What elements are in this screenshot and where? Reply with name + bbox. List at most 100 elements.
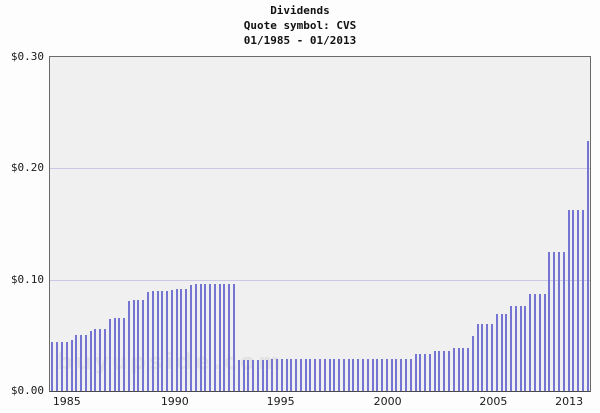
dividend-bar xyxy=(557,251,560,391)
dividend-bar xyxy=(481,324,484,391)
y-axis-tick-label: $0.00 xyxy=(10,384,44,397)
dividend-bar xyxy=(137,299,140,391)
x-axis-tick-label: 1990 xyxy=(160,395,189,408)
dividend-bar xyxy=(185,288,188,391)
chart-title: Dividends xyxy=(270,4,330,17)
dividend-bar xyxy=(194,284,197,391)
dividend-bar xyxy=(371,358,374,391)
dividend-bar xyxy=(428,354,431,391)
dividend-bar xyxy=(333,358,336,391)
dividend-bar xyxy=(65,342,68,391)
dividend-bar xyxy=(180,288,183,391)
dividend-bar xyxy=(237,360,240,391)
dividend-bar xyxy=(108,318,111,391)
dividend-bar xyxy=(80,335,83,391)
dividend-bar xyxy=(161,290,164,391)
dividend-bar xyxy=(385,358,388,391)
dividend-bar xyxy=(132,299,135,391)
dividend-bar xyxy=(577,210,580,391)
dividend-bar xyxy=(99,328,102,391)
dividend-bar xyxy=(424,354,427,391)
dividend-bar xyxy=(328,358,331,391)
dividend-bar xyxy=(70,339,73,391)
dividend-bar xyxy=(529,293,532,391)
dividend-bar xyxy=(534,293,537,391)
dividend-bar xyxy=(189,285,192,391)
dividend-bar xyxy=(553,251,556,391)
dividend-bar xyxy=(548,251,551,391)
dividend-bar xyxy=(495,314,498,391)
dividend-bar xyxy=(352,358,355,391)
dividend-bar xyxy=(452,347,455,391)
dividend-bar xyxy=(223,284,226,391)
dividend-bar xyxy=(505,314,508,391)
dividend-bar xyxy=(314,358,317,391)
dividend-bar xyxy=(232,284,235,391)
dividend-bar xyxy=(127,300,130,391)
dividend-bar xyxy=(376,358,379,391)
dividend-bar xyxy=(347,358,350,391)
dividend-bar xyxy=(309,358,312,391)
dividend-bar xyxy=(514,306,517,391)
dividend-bar xyxy=(524,306,527,391)
dividend-bar xyxy=(581,210,584,391)
dividend-bar xyxy=(299,358,302,391)
dividend-bar xyxy=(166,290,169,391)
dividend-bar xyxy=(419,354,422,391)
dividend-bar xyxy=(457,347,460,391)
dividend-bar xyxy=(103,328,106,391)
dividend-bar xyxy=(209,284,212,391)
dividend-bar xyxy=(218,284,221,391)
dividend-bar xyxy=(567,210,570,391)
dividend-bar xyxy=(113,317,116,391)
x-axis-tick-label: 1995 xyxy=(266,395,295,408)
dividend-bar xyxy=(75,335,78,391)
dividend-bar xyxy=(56,342,59,391)
dividend-bar xyxy=(362,358,364,391)
dividend-bar xyxy=(357,358,360,391)
dividend-bar xyxy=(247,360,250,391)
chart-date-range: 01/1985 - 01/2013 xyxy=(243,34,357,47)
y-axis-tick-label: $0.30 xyxy=(10,50,44,63)
x-axis-tick-label: 2000 xyxy=(373,395,402,408)
gridline-0.10 xyxy=(50,279,590,281)
dividend-bar xyxy=(538,293,541,391)
dividend-bar xyxy=(280,358,283,391)
y-axis-tick-label: $0.20 xyxy=(10,161,44,175)
dividend-bar xyxy=(462,347,465,391)
dividend-bar xyxy=(199,284,202,391)
dividend-bar xyxy=(242,360,245,391)
dividend-bar xyxy=(213,284,216,391)
dividend-bar xyxy=(175,288,178,391)
dividend-bar xyxy=(338,358,341,391)
dividend-bar xyxy=(414,354,417,391)
plot-area: buyupside.com xyxy=(49,56,591,392)
dividend-bar xyxy=(275,358,278,391)
dividend-bar xyxy=(323,358,326,391)
dividend-bar xyxy=(118,317,121,391)
dividend-bar xyxy=(151,290,154,391)
dividend-bar xyxy=(543,293,546,391)
dividend-bar xyxy=(467,347,470,391)
dividend-bar xyxy=(491,324,494,391)
dividend-bar xyxy=(261,360,264,391)
dividend-bar xyxy=(123,317,126,391)
dividend-bar xyxy=(433,350,436,391)
dividend-bar xyxy=(142,299,145,391)
dividend-bar xyxy=(295,358,298,391)
x-axis-tick-label: 2013 xyxy=(555,395,584,408)
dividend-bar xyxy=(290,358,293,391)
dividend-bar xyxy=(285,358,288,391)
dividend-bar xyxy=(405,358,408,391)
chart-subtitle-symbol: Quote symbol: CVS xyxy=(243,19,357,32)
dividend-bar xyxy=(381,358,384,391)
dividend-bar xyxy=(319,358,321,391)
dividend-bar xyxy=(84,335,87,391)
dividend-bar xyxy=(390,358,393,391)
dividend-bar xyxy=(51,342,54,391)
dividend-bar xyxy=(400,358,403,391)
dividend-bar xyxy=(94,328,97,391)
dividend-bar xyxy=(60,342,63,391)
dividend-bar xyxy=(510,306,513,391)
